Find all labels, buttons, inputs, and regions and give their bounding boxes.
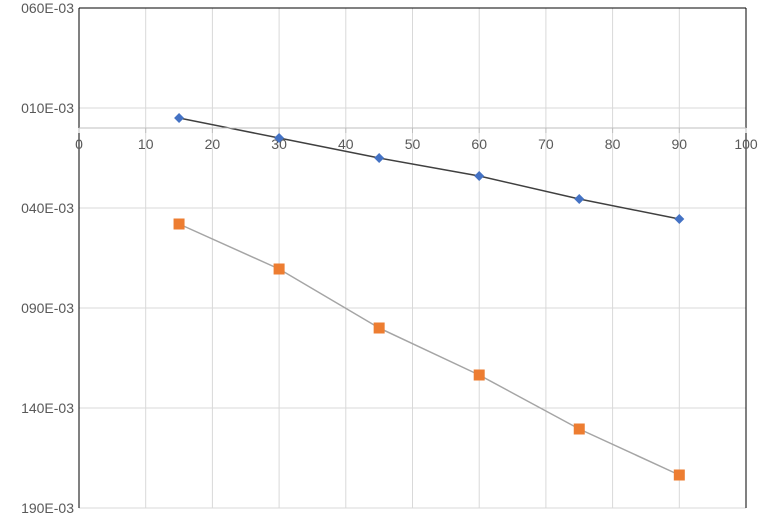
x-tick-label: 70	[538, 136, 554, 152]
x-tick-label: 30	[271, 136, 287, 152]
series-2-point	[373, 322, 385, 334]
x-tick-label: 80	[605, 136, 621, 152]
x-tick-label: 10	[138, 136, 154, 152]
x-tick-label: 50	[405, 136, 421, 152]
y-tick-label: 090E-03	[21, 300, 74, 316]
y-tick-label: 060E-03	[21, 0, 74, 16]
x-tick-label: 40	[338, 136, 354, 152]
x-tick-label: 0	[75, 136, 83, 152]
y-tick-label: 190E-03	[21, 500, 74, 516]
x-tick-label: 90	[672, 136, 688, 152]
series-1-line	[178, 117, 680, 220]
x-tick-label: 60	[471, 136, 487, 152]
x-tick-label: 20	[205, 136, 221, 152]
axes	[78, 7, 747, 508]
series-1-point	[674, 214, 685, 224]
series-markers	[173, 113, 685, 481]
series-1-point	[474, 171, 485, 181]
y-tick-label: 140E-03	[21, 400, 74, 416]
x-tick-label: 100	[734, 136, 758, 152]
tick-labels: 0 10 20 30 40 50 60 70 80 90 100 060E-03 010E-03 040E…	[21, 0, 758, 516]
series-2-point	[573, 423, 585, 435]
series-2-point	[473, 369, 485, 381]
series-1-point	[174, 113, 185, 123]
series-1-point	[374, 153, 385, 163]
series-2-point	[173, 218, 185, 230]
series-2-line	[178, 223, 680, 476]
y-tick-label: 040E-03	[21, 200, 74, 216]
series-1-point	[274, 133, 285, 143]
y-tick-label: 010E-03	[21, 100, 74, 116]
series-2-point	[273, 263, 285, 275]
series-1-point	[574, 194, 585, 204]
series-2-point	[673, 469, 685, 481]
series-lines	[178, 117, 680, 476]
